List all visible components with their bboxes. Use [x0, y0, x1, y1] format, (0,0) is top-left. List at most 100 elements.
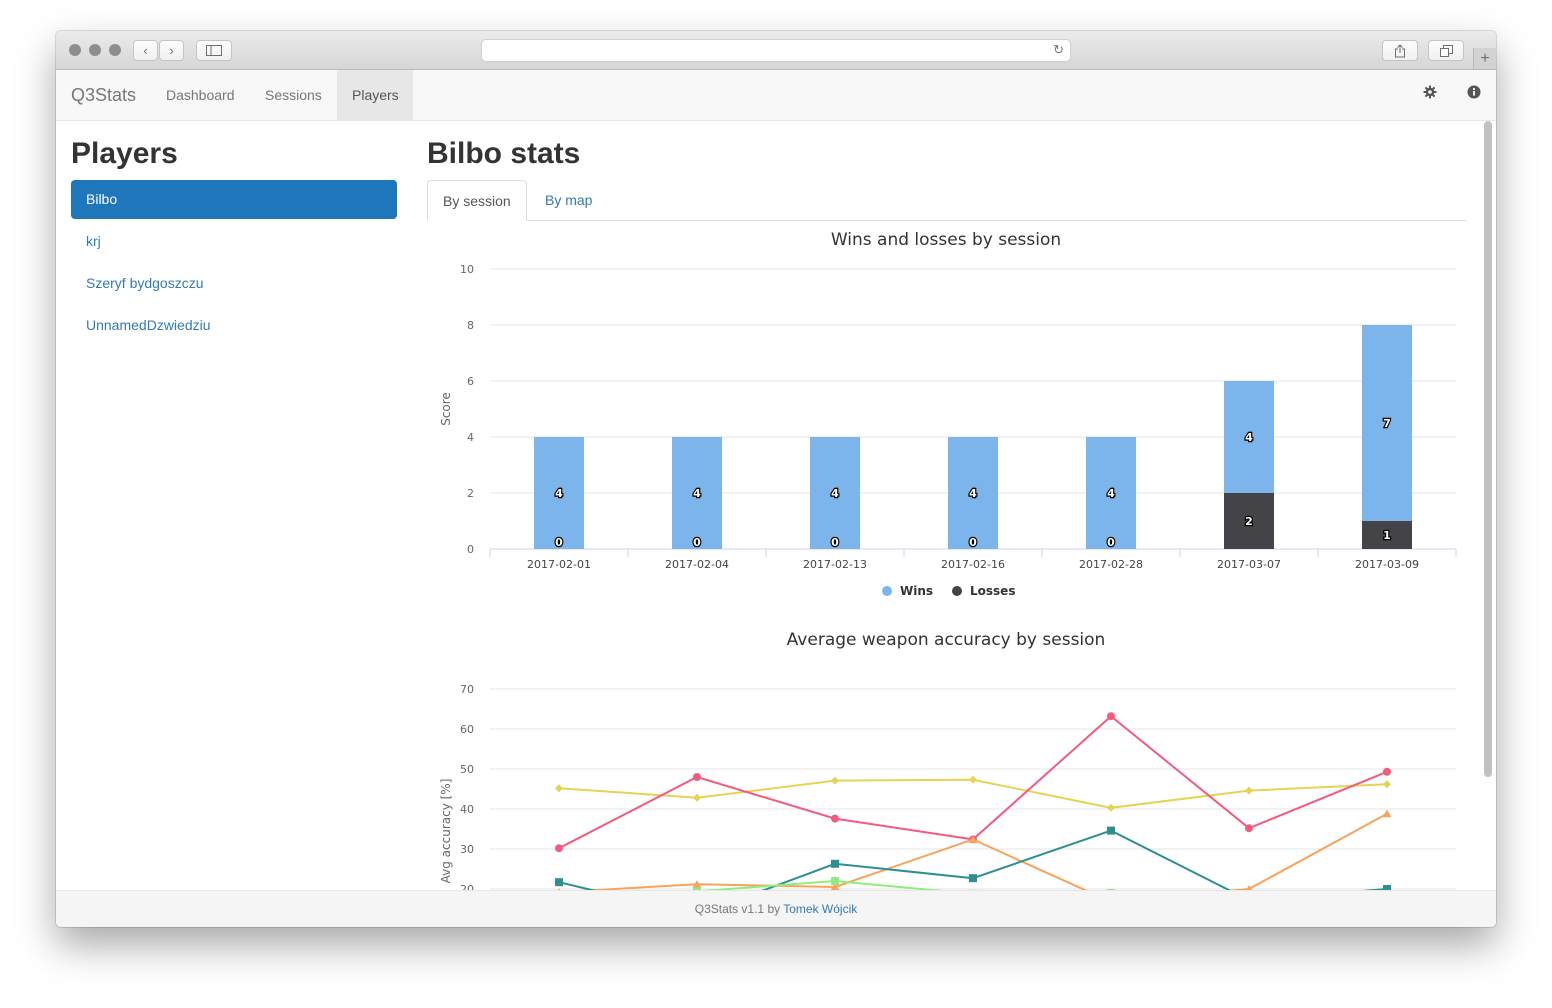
footer-text: Q3Stats v1.1 by: [694, 902, 784, 916]
data-point: [831, 859, 839, 868]
data-point: [1383, 780, 1391, 789]
page-scrollbar[interactable]: [1484, 121, 1492, 777]
data-point: [831, 877, 839, 885]
legend-item-wins: Wins: [900, 584, 933, 598]
data-point: [557, 888, 561, 890]
legend-item-losses: Losses: [970, 584, 1015, 598]
player-item-szeryf[interactable]: Szeryf bydgoszczu: [86, 275, 204, 291]
y-tick-label: 70: [460, 683, 474, 696]
x-tick-label: 2017-02-28: [1079, 558, 1143, 571]
gear-icon[interactable]: [1423, 85, 1437, 99]
data-label: 4: [969, 487, 977, 500]
nav-sessions[interactable]: Sessions: [265, 87, 322, 103]
chevron-right-icon: ›: [169, 43, 174, 58]
bar-losses: [1362, 521, 1412, 549]
y-tick-label: 6: [467, 375, 474, 388]
bar-wins: [534, 437, 584, 549]
y-tick-label: 50: [460, 763, 474, 776]
data-point: [555, 844, 563, 853]
data-point: [1107, 889, 1115, 890]
data-point: [830, 883, 840, 890]
y-tick-label: 2: [467, 487, 474, 500]
data-point: [1245, 786, 1253, 795]
new-tab-button[interactable]: +: [1473, 48, 1496, 69]
data-label: 0: [969, 536, 977, 549]
y-tick-label: 8: [467, 319, 474, 332]
chevron-left-icon: ‹: [143, 43, 148, 58]
share-button[interactable]: [1382, 40, 1418, 61]
legend-marker-losses: [952, 586, 962, 596]
bar-wins: [1224, 381, 1274, 493]
close-window-button[interactable]: [69, 44, 81, 56]
player-item-unnamed[interactable]: UnnamedDzwiedziu: [86, 317, 211, 333]
data-point: [693, 773, 701, 781]
y-tick-label: 60: [460, 723, 474, 736]
data-label: 4: [831, 487, 839, 500]
bar-wins: [1086, 437, 1136, 549]
bar-wins: [672, 437, 722, 549]
bar-wins: [1362, 325, 1412, 521]
tabs-overview-button[interactable]: [1428, 40, 1464, 61]
address-bar[interactable]: ↻: [481, 39, 1071, 62]
y-axis-label: Avg accuracy [%]: [439, 779, 453, 884]
y-tick-label: 30: [460, 843, 474, 856]
x-tick-label: 2017-02-13: [803, 558, 867, 571]
share-icon: [1395, 44, 1405, 58]
browser-window: ‹ › ↻ + Q3Stats Dashboard Sessions Playe…: [56, 31, 1496, 927]
brand-logo[interactable]: Q3Stats: [71, 85, 137, 105]
data-point: [1107, 712, 1115, 721]
sidebar-toggle-button[interactable]: [196, 40, 232, 61]
browser-titlebar: ‹ › ↻ +: [56, 31, 1496, 70]
x-tick-label: 2017-02-16: [941, 558, 1005, 571]
data-point: [831, 814, 839, 823]
y-axis-label: Score: [439, 392, 453, 426]
chart-title: Average weapon accuracy by session: [787, 630, 1106, 650]
x-tick-label: 2017-02-04: [665, 558, 729, 571]
data-label: 0: [831, 536, 839, 549]
data-label: 4: [555, 487, 563, 500]
data-label: 2: [1245, 515, 1253, 528]
legend-marker-wins: [882, 586, 892, 596]
back-button[interactable]: ‹: [133, 40, 158, 61]
page-content: Players Bilbo krj Szeryf bydgoszczu Unna…: [56, 121, 1480, 890]
player-item-bilbo[interactable]: Bilbo: [71, 180, 397, 219]
data-point: [1107, 826, 1115, 835]
player-item-krj[interactable]: krj: [86, 233, 101, 249]
data-label: 4: [1107, 487, 1115, 500]
data-point: [1383, 767, 1391, 776]
data-point: [555, 878, 563, 887]
wins-losses-chart: Wins and losses by session0246810Score20…: [439, 230, 1457, 598]
y-tick-label: 10: [460, 263, 474, 276]
tabs-icon: [1439, 45, 1453, 57]
y-tick-label: 20: [460, 883, 474, 890]
sidebar-title: Players: [71, 137, 178, 170]
stats-tabs: By session By map: [427, 180, 1466, 221]
sidebar-icon: [206, 45, 222, 56]
data-point: [693, 793, 701, 802]
tab-by-map[interactable]: By map: [545, 192, 593, 208]
minimize-window-button[interactable]: [89, 44, 101, 56]
data-point: [1383, 885, 1391, 890]
bar-wins: [948, 437, 998, 549]
reload-icon[interactable]: ↻: [1053, 42, 1064, 57]
data-point: [969, 775, 977, 784]
x-tick-label: 2017-03-07: [1217, 558, 1281, 571]
tab-by-session[interactable]: By session: [427, 180, 527, 221]
data-point: [555, 784, 563, 793]
nav-dashboard[interactable]: Dashboard: [166, 87, 235, 103]
author-link[interactable]: Tomek Wójcik: [783, 902, 858, 916]
nav-players[interactable]: Players: [337, 70, 413, 120]
data-point: [1107, 803, 1115, 812]
data-point: [968, 835, 978, 843]
data-label: 4: [693, 487, 701, 500]
x-tick-label: 2017-03-09: [1355, 558, 1419, 571]
data-point: [692, 880, 702, 888]
zoom-window-button[interactable]: [109, 44, 121, 56]
x-tick-label: 2017-02-01: [527, 558, 591, 571]
data-label: 0: [693, 536, 701, 549]
y-tick-label: 40: [460, 803, 474, 816]
data-point: [1245, 824, 1253, 833]
info-icon[interactable]: [1467, 85, 1481, 99]
forward-button[interactable]: ›: [159, 40, 184, 61]
data-point: [693, 887, 701, 890]
